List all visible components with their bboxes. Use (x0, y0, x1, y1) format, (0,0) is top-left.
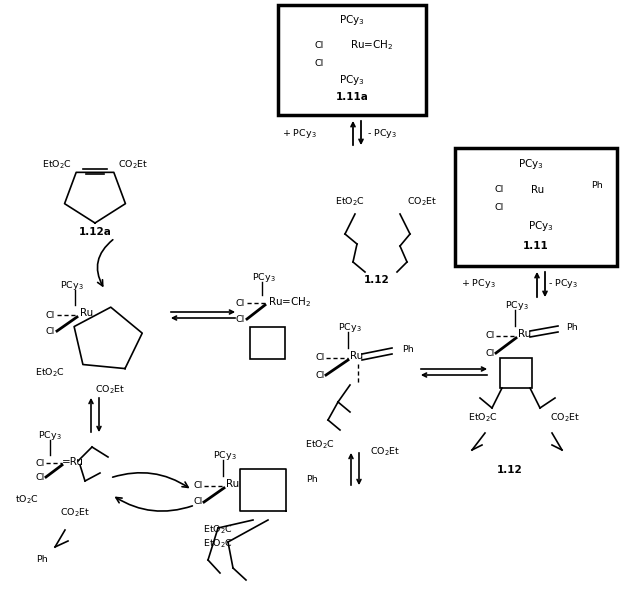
Text: PCy$_3$: PCy$_3$ (505, 299, 529, 312)
Text: Ph: Ph (306, 475, 318, 484)
Text: CO$_2$Et: CO$_2$Et (118, 159, 148, 171)
Text: EtO$_2$C: EtO$_2$C (35, 367, 65, 379)
Text: Ru: Ru (80, 308, 93, 318)
Text: CO$_2$Et: CO$_2$Et (95, 384, 125, 396)
Text: Cl: Cl (495, 203, 504, 212)
Text: PCy$_3$: PCy$_3$ (518, 157, 544, 171)
Text: Ph: Ph (591, 181, 602, 190)
Text: 1.11a: 1.11a (336, 92, 369, 102)
Text: PCy$_3$: PCy$_3$ (528, 219, 554, 233)
Text: Cl: Cl (36, 472, 45, 481)
Text: PCy$_3$: PCy$_3$ (339, 13, 365, 27)
Text: CO$_2$Et: CO$_2$Et (407, 196, 437, 208)
Text: PCy$_3$: PCy$_3$ (38, 428, 62, 441)
Text: 1.12a: 1.12a (79, 227, 111, 237)
Text: EtO$_2$C: EtO$_2$C (335, 196, 365, 208)
Text: + PCy$_3$: + PCy$_3$ (282, 127, 317, 139)
Text: Cl: Cl (46, 311, 55, 320)
Text: Ru=CH$_2$: Ru=CH$_2$ (268, 295, 311, 309)
Text: PCy$_3$: PCy$_3$ (339, 73, 365, 87)
Text: Cl: Cl (46, 327, 55, 336)
Text: - PCy$_3$: - PCy$_3$ (548, 277, 578, 290)
Text: Cl: Cl (194, 497, 203, 506)
Text: Ru=CH$_2$: Ru=CH$_2$ (350, 38, 394, 52)
Text: Ru: Ru (531, 185, 544, 195)
Text: Cl: Cl (315, 58, 324, 67)
Bar (500, 358, 532, 388)
Text: 1.11: 1.11 (523, 241, 549, 251)
Text: Cl: Cl (315, 40, 324, 49)
Text: EtO$_2$C: EtO$_2$C (468, 412, 498, 424)
Text: PCy$_3$: PCy$_3$ (252, 271, 276, 283)
Text: Cl: Cl (236, 299, 245, 308)
Text: PCy$_3$: PCy$_3$ (60, 278, 84, 292)
Text: Cl: Cl (36, 459, 45, 468)
Text: Cl: Cl (495, 186, 504, 195)
Bar (250, 327, 285, 359)
Text: CO$_2$Et: CO$_2$Et (370, 446, 400, 458)
Text: PCy$_3$: PCy$_3$ (213, 449, 237, 462)
Text: EtO$_2$C: EtO$_2$C (203, 524, 233, 536)
Text: EtO$_2$C: EtO$_2$C (305, 439, 335, 451)
Text: Ru: Ru (226, 479, 239, 489)
Text: tO$_2$C: tO$_2$C (15, 494, 39, 506)
Text: Cl: Cl (486, 349, 495, 358)
Bar (278, 5, 426, 115)
Text: PCy$_3$: PCy$_3$ (338, 321, 362, 334)
Text: Cl: Cl (194, 481, 203, 490)
Text: 1.12: 1.12 (364, 275, 390, 285)
Text: Ph: Ph (402, 346, 414, 355)
Text: EtO$_2$C: EtO$_2$C (42, 159, 72, 171)
Text: 1.12: 1.12 (497, 465, 523, 475)
Text: Cl: Cl (236, 315, 245, 324)
Text: + PCy$_3$: + PCy$_3$ (461, 277, 496, 290)
Text: =Ru: =Ru (62, 457, 84, 467)
Text: Ru: Ru (518, 329, 531, 339)
Text: Ph: Ph (566, 324, 578, 333)
Text: Ph: Ph (36, 556, 48, 565)
Bar (455, 148, 617, 266)
Text: Cl: Cl (316, 371, 325, 380)
Text: Ru: Ru (350, 351, 363, 361)
Text: CO$_2$Et: CO$_2$Et (550, 412, 580, 424)
Text: CO$_2$Et: CO$_2$Et (60, 507, 90, 519)
Text: Cl: Cl (486, 331, 495, 340)
Text: EtO$_2$C: EtO$_2$C (203, 538, 233, 550)
Text: Cl: Cl (316, 353, 325, 362)
Text: - PCy$_3$: - PCy$_3$ (367, 127, 397, 139)
